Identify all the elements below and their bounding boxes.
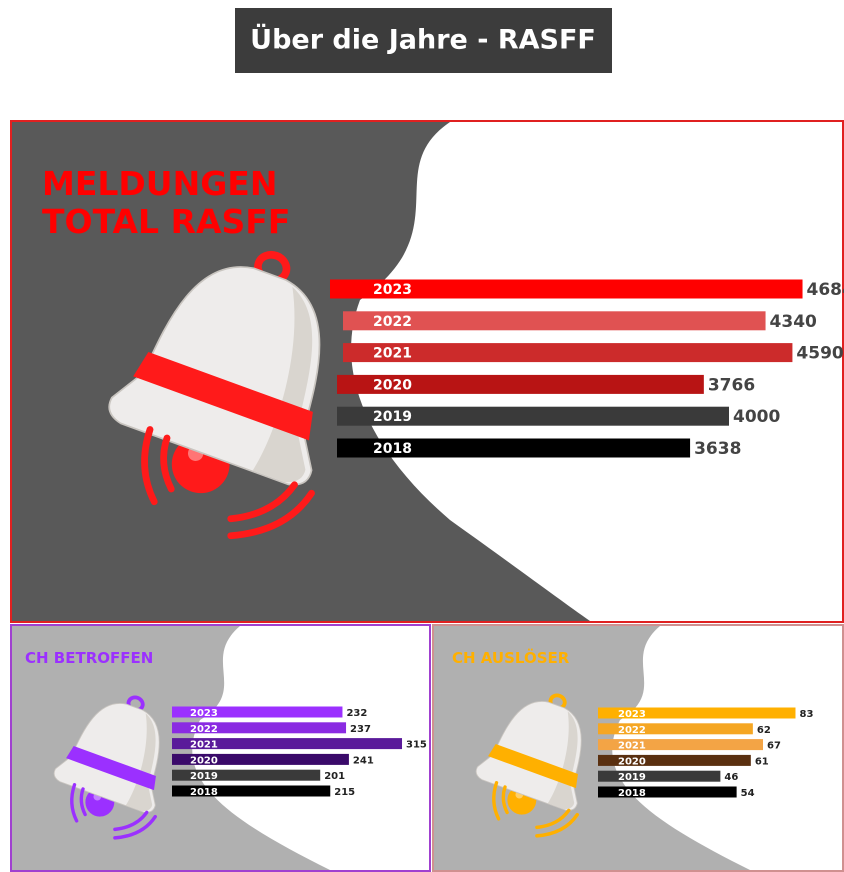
value-label: 201 (324, 771, 345, 782)
category-label: 2018 (190, 787, 218, 798)
value-label: 83 (799, 709, 813, 720)
chart-title: CH BETROFFEN (25, 650, 325, 667)
value-label: 62 (757, 725, 771, 736)
category-label: 2018 (618, 788, 646, 799)
category-label: 2019 (373, 409, 412, 425)
chart-title: MELDUNGEN TOTAL RASFF (42, 165, 402, 241)
page: Über die Jahre - RASFF 2023 4684 2022 4340 2… (0, 0, 844, 872)
page-title: Über die Jahre - RASFF (250, 23, 596, 56)
category-label: 2022 (190, 724, 218, 735)
category-label: 2020 (190, 755, 218, 766)
category-label: 2023 (373, 282, 412, 298)
value-label: 4000 (733, 407, 780, 427)
value-label: 3766 (708, 375, 755, 395)
value-label: 4684 (807, 280, 844, 300)
category-label: 2018 (373, 441, 412, 457)
value-label: 3638 (694, 439, 741, 459)
value-label: 61 (755, 756, 769, 767)
value-label: 54 (741, 788, 755, 799)
chart: Über die Jahre - RASFF 2023 4684 2022 4340 2… (0, 0, 844, 872)
infographic: Über die Jahre - RASFF 2023 4684 2022 4340 2… (0, 0, 844, 872)
category-label: 2021 (190, 740, 218, 751)
value-label: 215 (334, 787, 355, 798)
value-label: 4590 (796, 344, 843, 364)
chart-title: CH AUSLÖSER (452, 650, 752, 667)
value-label: 4340 (770, 312, 817, 332)
category-label: 2021 (618, 741, 646, 752)
category-label: 2023 (190, 708, 218, 719)
category-label: 2022 (618, 725, 646, 736)
value-label: 46 (724, 772, 738, 783)
category-label: 2020 (373, 377, 412, 393)
value-label: 237 (350, 724, 371, 735)
category-label: 2019 (190, 771, 218, 782)
value-label: 315 (406, 740, 427, 751)
category-label: 2019 (618, 772, 646, 783)
category-label: 2021 (373, 346, 412, 362)
category-label: 2020 (618, 756, 646, 767)
bar (598, 771, 720, 782)
category-label: 2022 (373, 314, 412, 330)
value-label: 67 (767, 741, 781, 752)
value-label: 232 (346, 708, 367, 719)
value-label: 241 (353, 755, 374, 766)
category-label: 2023 (618, 709, 646, 720)
